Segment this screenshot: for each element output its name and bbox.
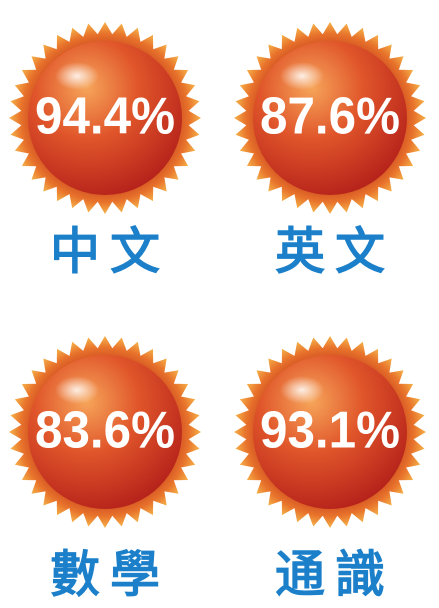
- badge: 93.1% 通識: [234, 336, 426, 604]
- badges: 94.4% 中文 87.6% 英文 83.6% 數學 93.1% 通識: [9, 22, 426, 604]
- badge-shine: [55, 62, 99, 90]
- page: 94.4% 中文 87.6% 英文 83.6% 數學 93.1% 通識: [0, 0, 439, 608]
- subject-label: 中文: [50, 223, 170, 281]
- badge-value: 94.4%: [35, 88, 175, 146]
- badge-shine: [55, 376, 99, 404]
- badge: 83.6% 數學: [9, 336, 201, 604]
- subject-label: 通識: [275, 546, 395, 604]
- badge-shine: [280, 62, 324, 90]
- badge-value: 93.1%: [260, 402, 400, 460]
- subject-label: 數學: [50, 546, 170, 604]
- badge-value: 83.6%: [35, 402, 175, 460]
- badge: 87.6% 英文: [234, 22, 426, 281]
- subject-label: 英文: [275, 223, 395, 281]
- badge: 94.4% 中文: [9, 22, 201, 281]
- badge-shine: [280, 376, 324, 404]
- badge-value: 87.6%: [260, 88, 400, 146]
